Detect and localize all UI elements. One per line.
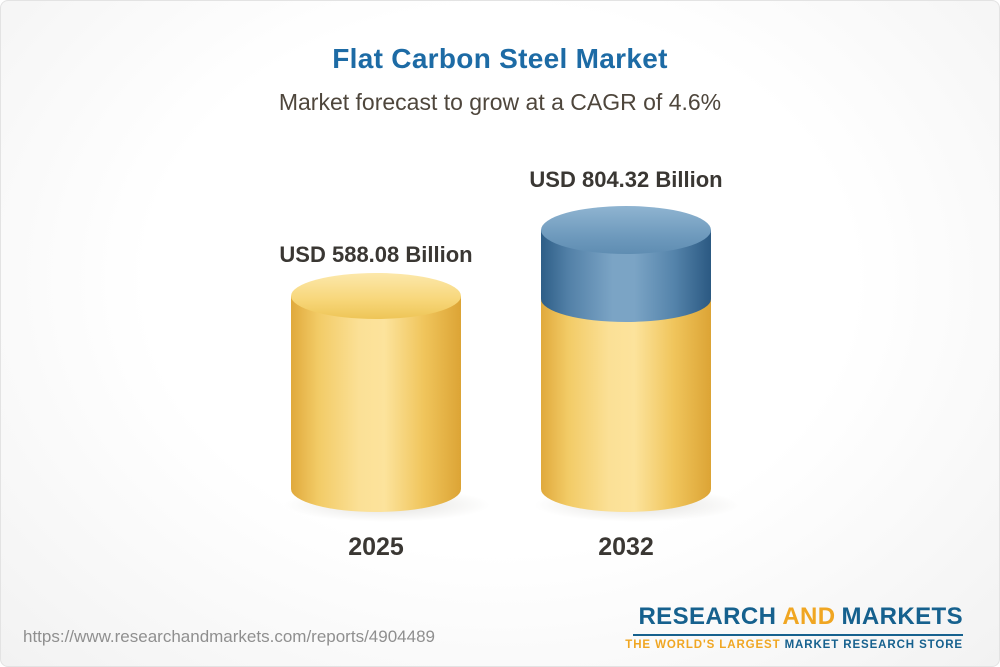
value-label-2032: USD 804.32 Billion: [529, 167, 723, 192]
value-label-2025: USD 588.08 Billion: [279, 242, 473, 267]
cylinder-cap-2032: [541, 206, 711, 254]
bar-cylinder-2032: [533, 206, 741, 522]
bar-segment-base-2025: [291, 296, 461, 512]
chart-title: Flat Carbon Steel Market: [332, 43, 668, 74]
logo-word-markets: MARKETS: [841, 603, 963, 630]
cylinder-cap-2025: [291, 273, 461, 319]
bar-segment-base-2032: [541, 299, 711, 512]
report-url-link[interactable]: https://www.researchandmarkets.com/repor…: [23, 627, 435, 646]
logo-divider-line: [633, 634, 963, 636]
researchandmarkets-logo: RESEARCH AND MARKETS THE WORLD'S LARGEST MA…: [625, 603, 963, 651]
logo-tagline-blue: MARKET RESEARCH STORE: [784, 639, 963, 651]
category-label-2025: 2025: [348, 533, 404, 561]
logo-tagline: THE WORLD'S LARGEST MARKET RESEARCH STORE: [625, 639, 963, 651]
bar-cylinder-2025: [283, 273, 491, 522]
chart-subtitle: Market forecast to grow at a CAGR of 4.6…: [278, 89, 722, 115]
category-label-2032: 2032: [598, 533, 654, 561]
logo-word-and: AND: [782, 603, 836, 630]
logo-wordmark: RESEARCH AND MARKETS: [638, 603, 963, 631]
logo-tagline-gold: THE WORLD'S LARGEST: [625, 639, 781, 651]
logo-word-research: RESEARCH: [638, 603, 777, 630]
